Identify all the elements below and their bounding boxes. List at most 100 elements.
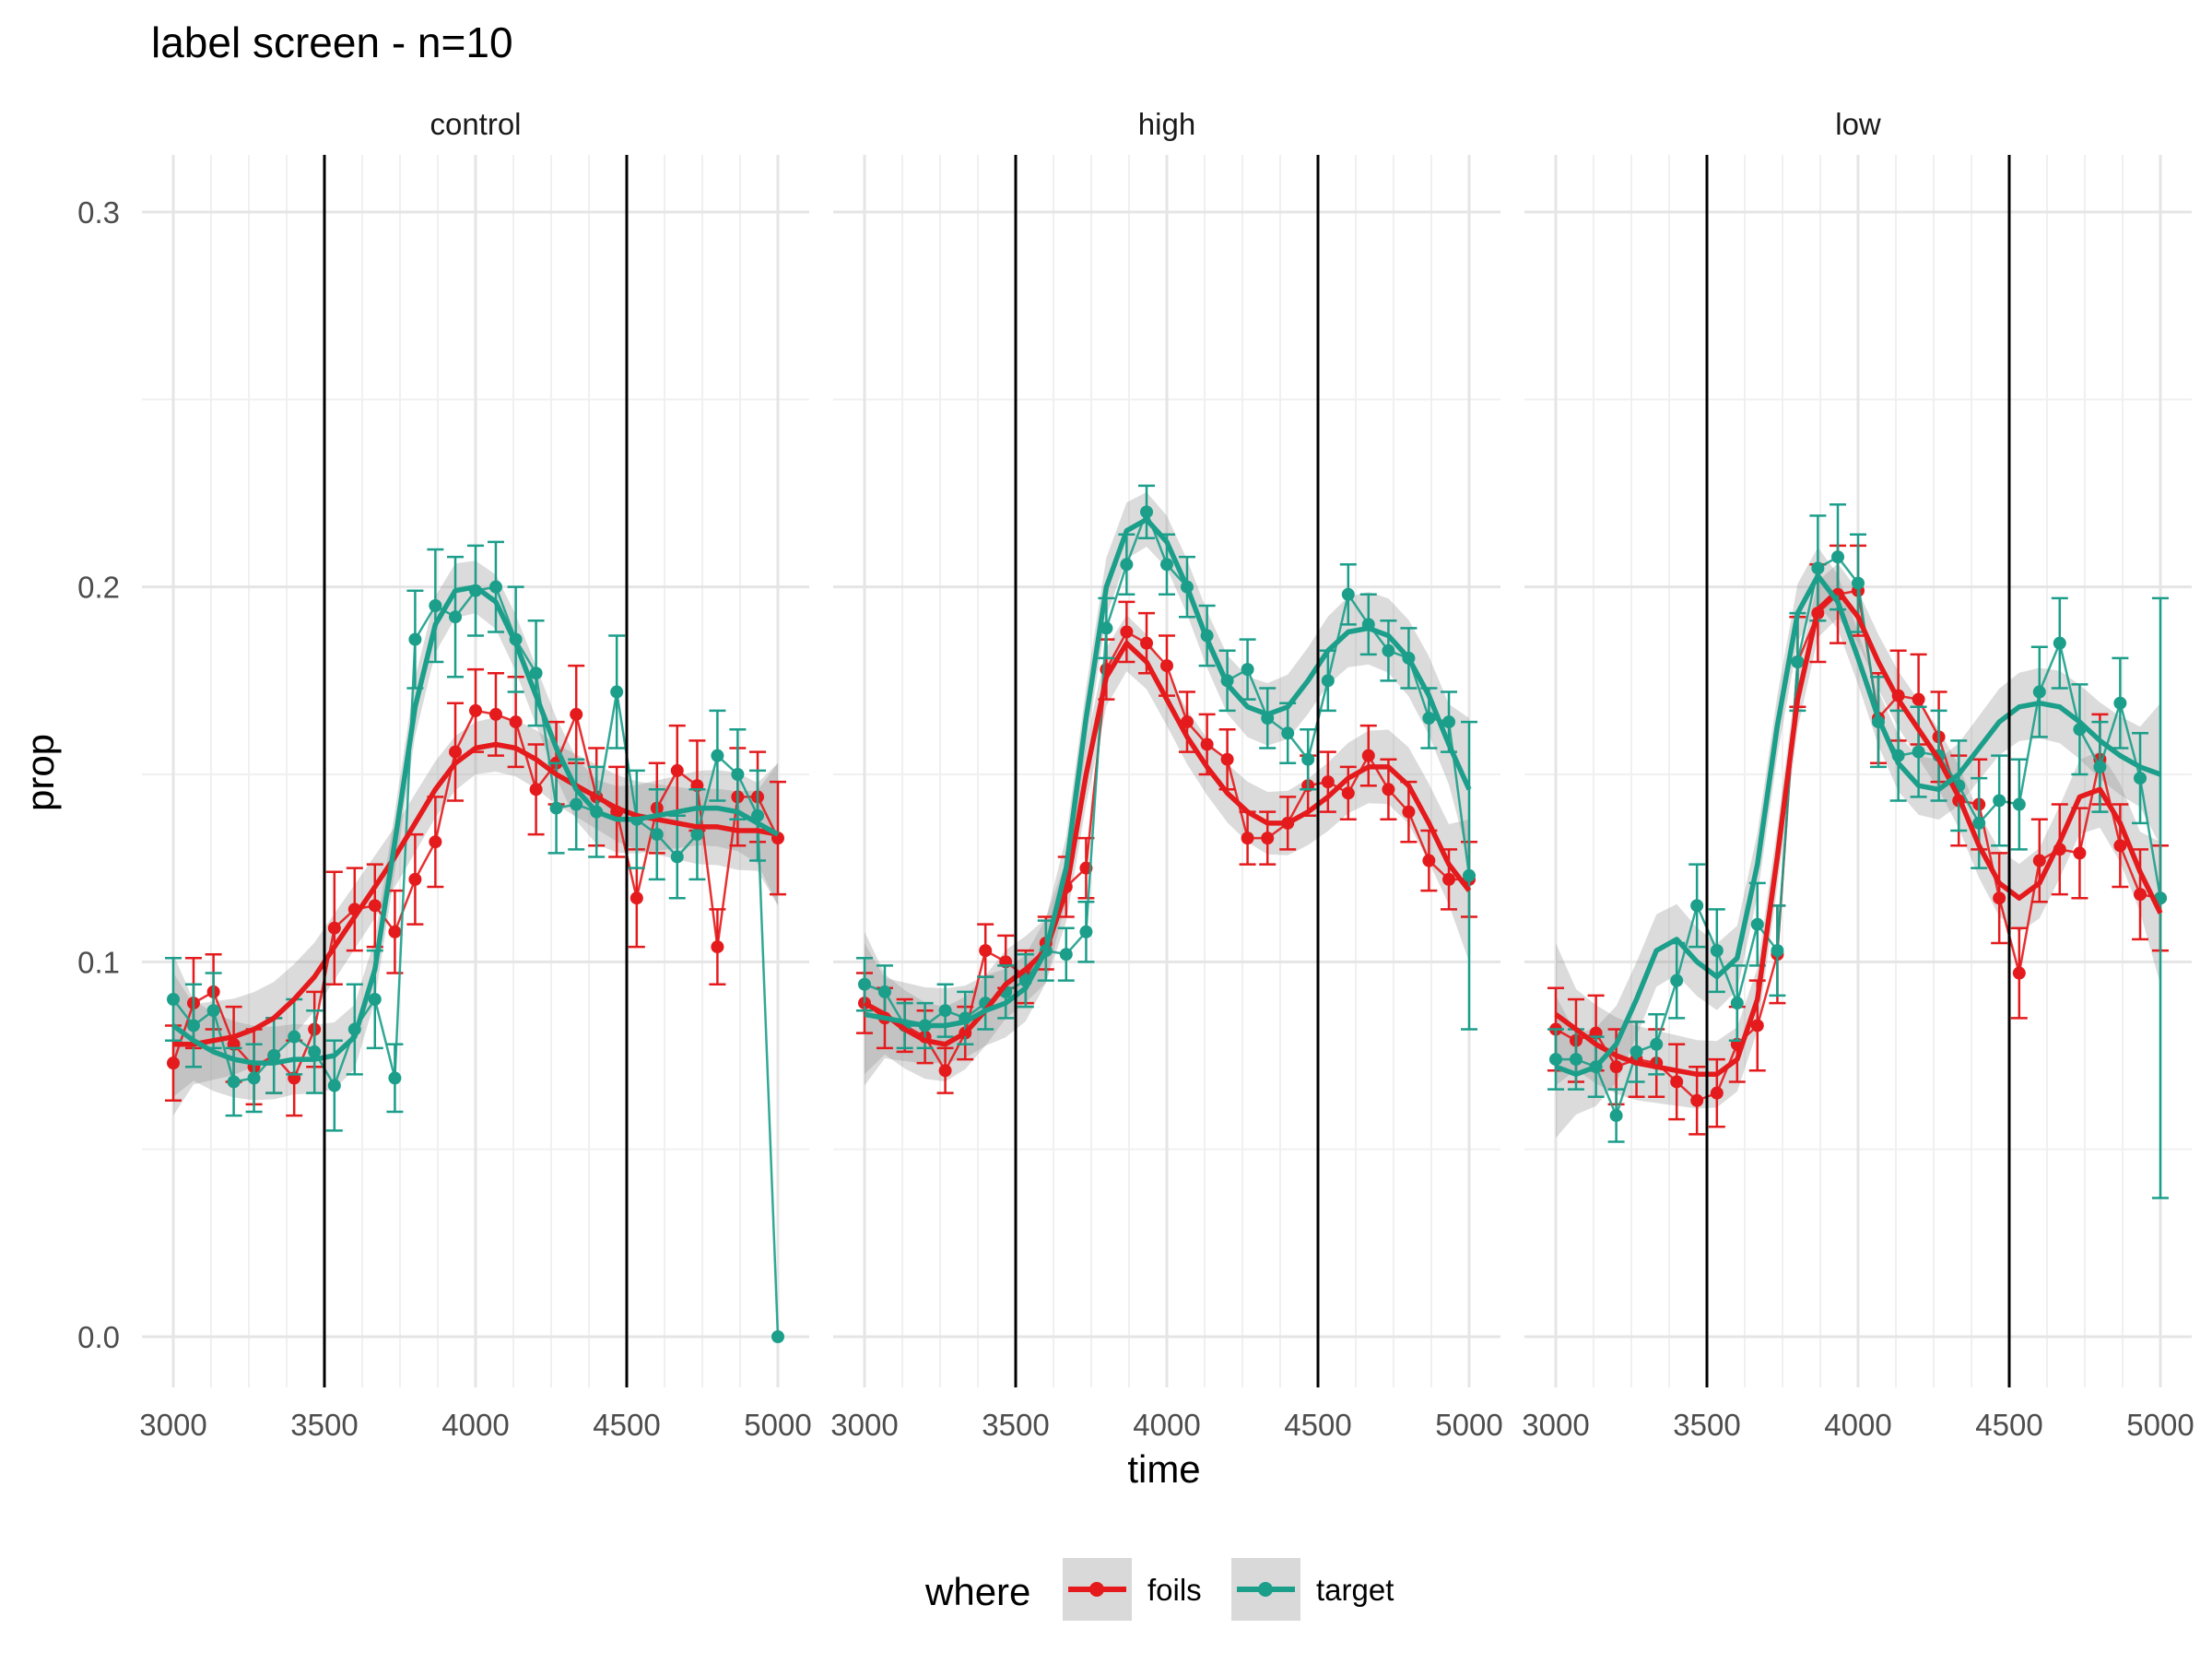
point-foils [167, 1056, 180, 1070]
point-foils [488, 707, 502, 721]
point-foils [327, 921, 341, 935]
point-foils [408, 872, 422, 886]
point-target [1569, 1053, 1583, 1067]
point-target [549, 801, 563, 815]
y-tick-label: 0.1 [77, 945, 120, 979]
point-foils [469, 703, 482, 717]
point-foils [1220, 752, 1234, 766]
point-foils [2134, 888, 2147, 902]
point-target [1160, 558, 1173, 572]
point-target [1650, 1037, 1664, 1051]
point-foils [670, 763, 684, 777]
smooth-foils [863, 640, 1472, 1047]
point-foils [711, 940, 724, 954]
point-target [731, 768, 745, 781]
point-target [1079, 925, 1093, 938]
point-target [429, 599, 442, 612]
point-target [1771, 944, 1784, 958]
smooth-target [864, 516, 1472, 1029]
smooth-target [1555, 572, 2161, 1078]
x-tick-label: 3000 [139, 1408, 206, 1442]
point-foils [938, 1064, 952, 1078]
point-target [1710, 944, 1724, 958]
point-target [267, 1049, 281, 1062]
panel-high: high 3000 3500 4000 4500 5000 [830, 107, 1502, 1442]
x-tick-label: 5000 [744, 1408, 811, 1442]
point-target [449, 610, 463, 624]
point-target [690, 828, 704, 842]
point-target [1831, 550, 1845, 564]
smooth-target [171, 584, 780, 1066]
point-foils [1912, 692, 1925, 706]
point-foils [1180, 715, 1194, 729]
point-foils [629, 891, 643, 905]
point-foils [1402, 805, 1416, 819]
point-target [308, 1044, 322, 1058]
point-target [1993, 794, 2006, 808]
point-target [2134, 772, 2147, 785]
legend-label-target: target [1316, 1573, 1394, 1607]
point-foils [1200, 738, 1214, 751]
legend: where foils target [924, 1558, 1394, 1621]
point-target [650, 828, 664, 842]
x-tick-label: 4500 [1284, 1408, 1351, 1442]
point-target [186, 1019, 200, 1033]
point-target [488, 580, 502, 594]
x-tick-label: 4500 [593, 1408, 660, 1442]
point-foils [570, 707, 583, 721]
legend-label-foils: foils [1147, 1573, 1202, 1607]
point-foils [1241, 832, 1254, 845]
point-target [877, 985, 891, 998]
point-foils [1341, 786, 1355, 800]
smooth-foils [173, 741, 779, 1047]
point-target [1140, 505, 1154, 519]
point-foils [1120, 625, 1134, 639]
point-target [408, 632, 422, 646]
point-target [2093, 760, 2107, 773]
point-target [1912, 745, 1925, 759]
point-target [610, 685, 624, 699]
point-target [1120, 558, 1134, 572]
y-axis-title: prop [18, 734, 62, 811]
point-target [1852, 576, 1865, 590]
point-target [858, 977, 871, 991]
point-foils [1382, 783, 1395, 797]
point-foils [449, 745, 463, 759]
point-foils [1160, 659, 1173, 673]
point-target [388, 1071, 402, 1085]
facet-panels: control 3000 3500 4000 4500 5000 0.0 0.1 0.2 0.3 h… [77, 107, 2194, 1442]
point-target [1281, 726, 1295, 740]
point-foils [2113, 839, 2127, 853]
point-target [771, 1330, 784, 1343]
point-target [247, 1071, 261, 1085]
point-target [1463, 868, 1476, 882]
point-target [1100, 621, 1113, 635]
point-target [570, 797, 583, 811]
point-target [670, 850, 684, 864]
point-target [2053, 636, 2066, 650]
point-target [1791, 655, 1805, 668]
point-target [368, 993, 382, 1006]
chart-title: label screen - n=10 [151, 18, 513, 66]
point-target [1422, 712, 1436, 725]
point-foils [1690, 1093, 1704, 1107]
x-tick-label: 3500 [1673, 1408, 1740, 1442]
x-tick-label: 5000 [2126, 1408, 2194, 1442]
point-target [1609, 1109, 1623, 1123]
point-foils [2012, 966, 2026, 980]
point-foils [1321, 775, 1335, 789]
point-target [227, 1075, 241, 1089]
point-target [529, 667, 543, 680]
facet-label-low: low [1835, 107, 1881, 141]
point-foils [509, 715, 523, 729]
point-target [2113, 696, 2127, 710]
point-target [1301, 752, 1315, 766]
point-foils [2032, 854, 2046, 867]
point-target [1241, 663, 1254, 677]
x-axis-title: time [1127, 1447, 1200, 1491]
point-target [1321, 674, 1335, 688]
point-target [711, 749, 724, 762]
y-tick-label: 0.0 [77, 1320, 120, 1354]
point-foils [1710, 1086, 1724, 1100]
point-foils [1750, 1019, 1764, 1033]
